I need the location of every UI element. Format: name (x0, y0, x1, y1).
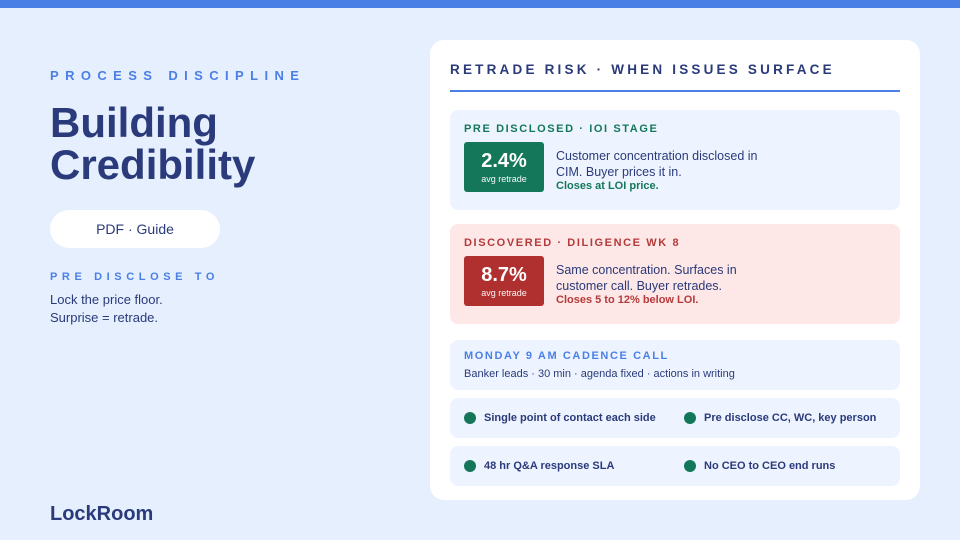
checklist-item-label: 48 hr Q&A response SLA (484, 460, 615, 472)
discovered-card: DISCOVERED · DILIGENCE WK 8 8.7% avg ret… (450, 224, 900, 324)
panel-title: RETRADE RISK · WHEN ISSUES SURFACE (450, 62, 835, 77)
checklist-item-label: Single point of contact each side (484, 412, 656, 424)
discovered-stat: 8.7% avg retrade (464, 256, 544, 306)
page-title-line-1: Building (50, 99, 218, 146)
side-label: PRE DISCLOSE TO (50, 271, 220, 283)
checklist-item: 48 hr Q&A response SLA (464, 446, 614, 486)
discovered-note: Closes 5 to 12% below LOI. (556, 294, 699, 306)
discovered-stat-label: avg retrade (481, 288, 527, 298)
bullet-dot-icon (684, 460, 696, 472)
pre-disclosed-stat-value: 2.4% (481, 150, 527, 172)
format-pill: PDF · Guide (50, 210, 220, 248)
discovered-heading: DISCOVERED · DILIGENCE WK 8 (464, 237, 681, 249)
checklist-item-label: Pre disclose CC, WC, key person (704, 412, 877, 424)
pre-disclosed-stat-label: avg retrade (481, 174, 527, 184)
checklist-item: No CEO to CEO end runs (684, 446, 835, 486)
cadence-subtitle: Banker leads · 30 min · agenda fixed · a… (464, 368, 735, 380)
bullet-dot-icon (684, 412, 696, 424)
discovered-text: Same concentration. Surfaces in customer… (556, 263, 737, 293)
pre-disclosed-card: PRE DISCLOSED · IOI STAGE 2.4% avg retra… (450, 110, 900, 210)
page-title: Building Credibility (50, 102, 255, 186)
pre-disclosed-stat: 2.4% avg retrade (464, 142, 544, 192)
brand-logo: LockRoom (50, 503, 154, 525)
side-text: Lock the price floor. Surprise = retrade… (50, 291, 163, 327)
top-accent-bar (0, 0, 960, 8)
pre-disclosed-text: Customer concentration disclosed in CIM.… (556, 149, 758, 179)
bullet-dot-icon (464, 460, 476, 472)
checklist-item-label: No CEO to CEO end runs (704, 460, 836, 472)
panel-divider (450, 90, 900, 92)
cadence-title: MONDAY 9 AM CADENCE CALL (464, 350, 669, 362)
checklist-item: Pre disclose CC, WC, key person (684, 398, 876, 438)
discovered-stat-value: 8.7% (481, 264, 527, 286)
cadence-call-card: MONDAY 9 AM CADENCE CALL Banker leads · … (450, 340, 900, 390)
retrade-risk-panel: RETRADE RISK · WHEN ISSUES SURFACE PRE D… (430, 40, 920, 500)
side-text-line-1: Lock the price floor. (50, 292, 163, 307)
page-title-line-2: Credibility (50, 141, 256, 188)
checklist-item: Single point of contact each side (464, 398, 656, 438)
bullet-dot-icon (464, 412, 476, 424)
side-text-line-2: Surprise = retrade. (50, 310, 159, 325)
eyebrow-label: PROCESS DISCIPLINE (50, 68, 306, 83)
pre-disclosed-heading: PRE DISCLOSED · IOI STAGE (464, 123, 659, 135)
checklist-row: Single point of contact each side Pre di… (450, 398, 900, 438)
checklist-row: 48 hr Q&A response SLA No CEO to CEO end… (450, 446, 900, 486)
pre-disclosed-note: Closes at LOI price. (556, 180, 659, 192)
